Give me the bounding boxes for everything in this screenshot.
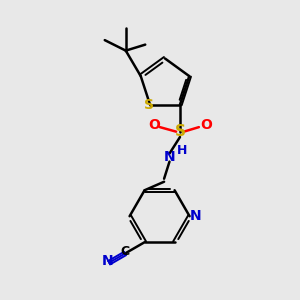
Text: C: C xyxy=(120,245,129,259)
Text: N: N xyxy=(102,254,113,268)
Text: H: H xyxy=(177,144,187,157)
Text: S: S xyxy=(175,124,185,139)
Text: N: N xyxy=(164,150,175,164)
Text: N: N xyxy=(190,209,201,223)
Text: O: O xyxy=(200,118,212,132)
Text: O: O xyxy=(148,118,160,132)
Text: S: S xyxy=(143,98,154,112)
